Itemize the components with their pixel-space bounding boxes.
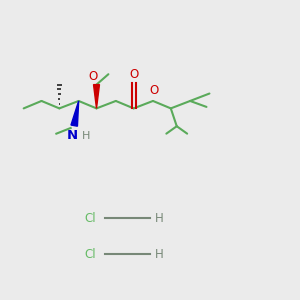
Text: H: H	[154, 248, 163, 260]
Text: H: H	[82, 131, 90, 141]
Text: H: H	[154, 212, 163, 225]
Polygon shape	[94, 85, 100, 108]
Polygon shape	[71, 101, 79, 126]
Text: O: O	[88, 70, 98, 83]
Text: Cl: Cl	[85, 248, 96, 260]
Text: Cl: Cl	[85, 212, 96, 225]
Text: N: N	[67, 129, 78, 142]
Text: O: O	[129, 68, 138, 81]
Text: O: O	[150, 84, 159, 97]
